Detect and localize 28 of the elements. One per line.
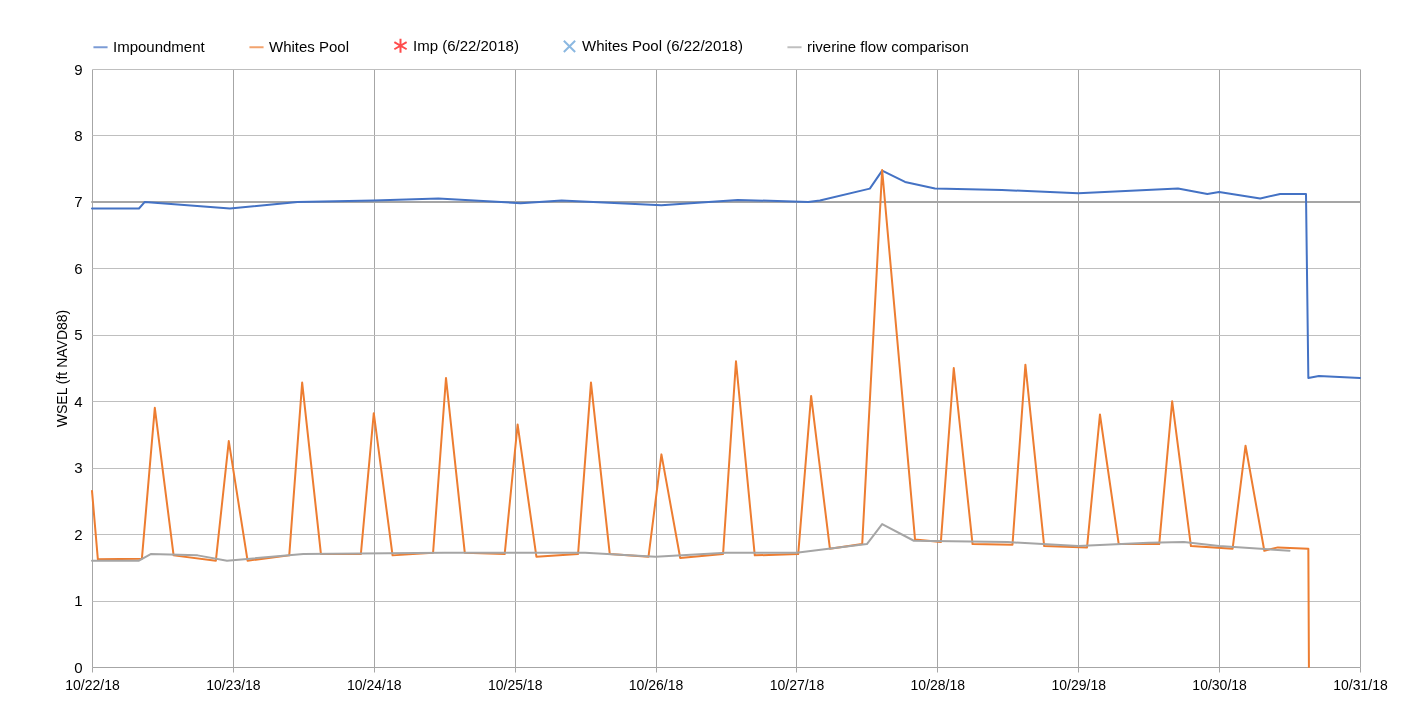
legend-label: Whites Pool (269, 38, 350, 56)
y-tick-label: 6 (74, 259, 83, 277)
y-tick-label: 2 (74, 525, 83, 543)
y-tick-label: 9 (74, 60, 83, 78)
y-axis-title: WSEL (ft NAVD88) (54, 309, 71, 428)
x-tick-label: 10/30/18 (1192, 676, 1248, 693)
y-tick-label: 4 (74, 392, 83, 410)
legend-label: riverine flow comparison (807, 38, 969, 56)
x-tick-label: 10/28/18 (910, 676, 966, 693)
x-tick-label: 10/27/18 (769, 676, 825, 693)
x-tick-label: 10/29/18 (1051, 676, 1107, 693)
line-series (91, 169, 1361, 379)
y-tick-label: 0 (74, 658, 83, 676)
y-tick-label: 1 (74, 592, 83, 610)
x-tick-label: 10/24/18 (347, 676, 402, 693)
x-tick-label: 10/23/18 (206, 676, 261, 693)
x-tick-label: 10/26/18 (628, 676, 684, 693)
line-series (91, 169, 1310, 668)
y-tick-label: 3 (74, 459, 83, 477)
y-tick-label: 5 (74, 326, 83, 344)
legend-label: Imp (6/22/2018) (413, 36, 519, 54)
x-tick-label: 10/31/18 (1333, 676, 1388, 693)
x-tick-label: 10/25/18 (487, 676, 543, 693)
x-tick-label: 10/22/18 (65, 676, 120, 693)
y-tick-label: 7 (74, 193, 83, 211)
legend-label: Impoundment (113, 38, 206, 56)
legend-label: Whites Pool (6/22/2018) (582, 37, 743, 55)
y-tick-label: 8 (74, 126, 83, 144)
